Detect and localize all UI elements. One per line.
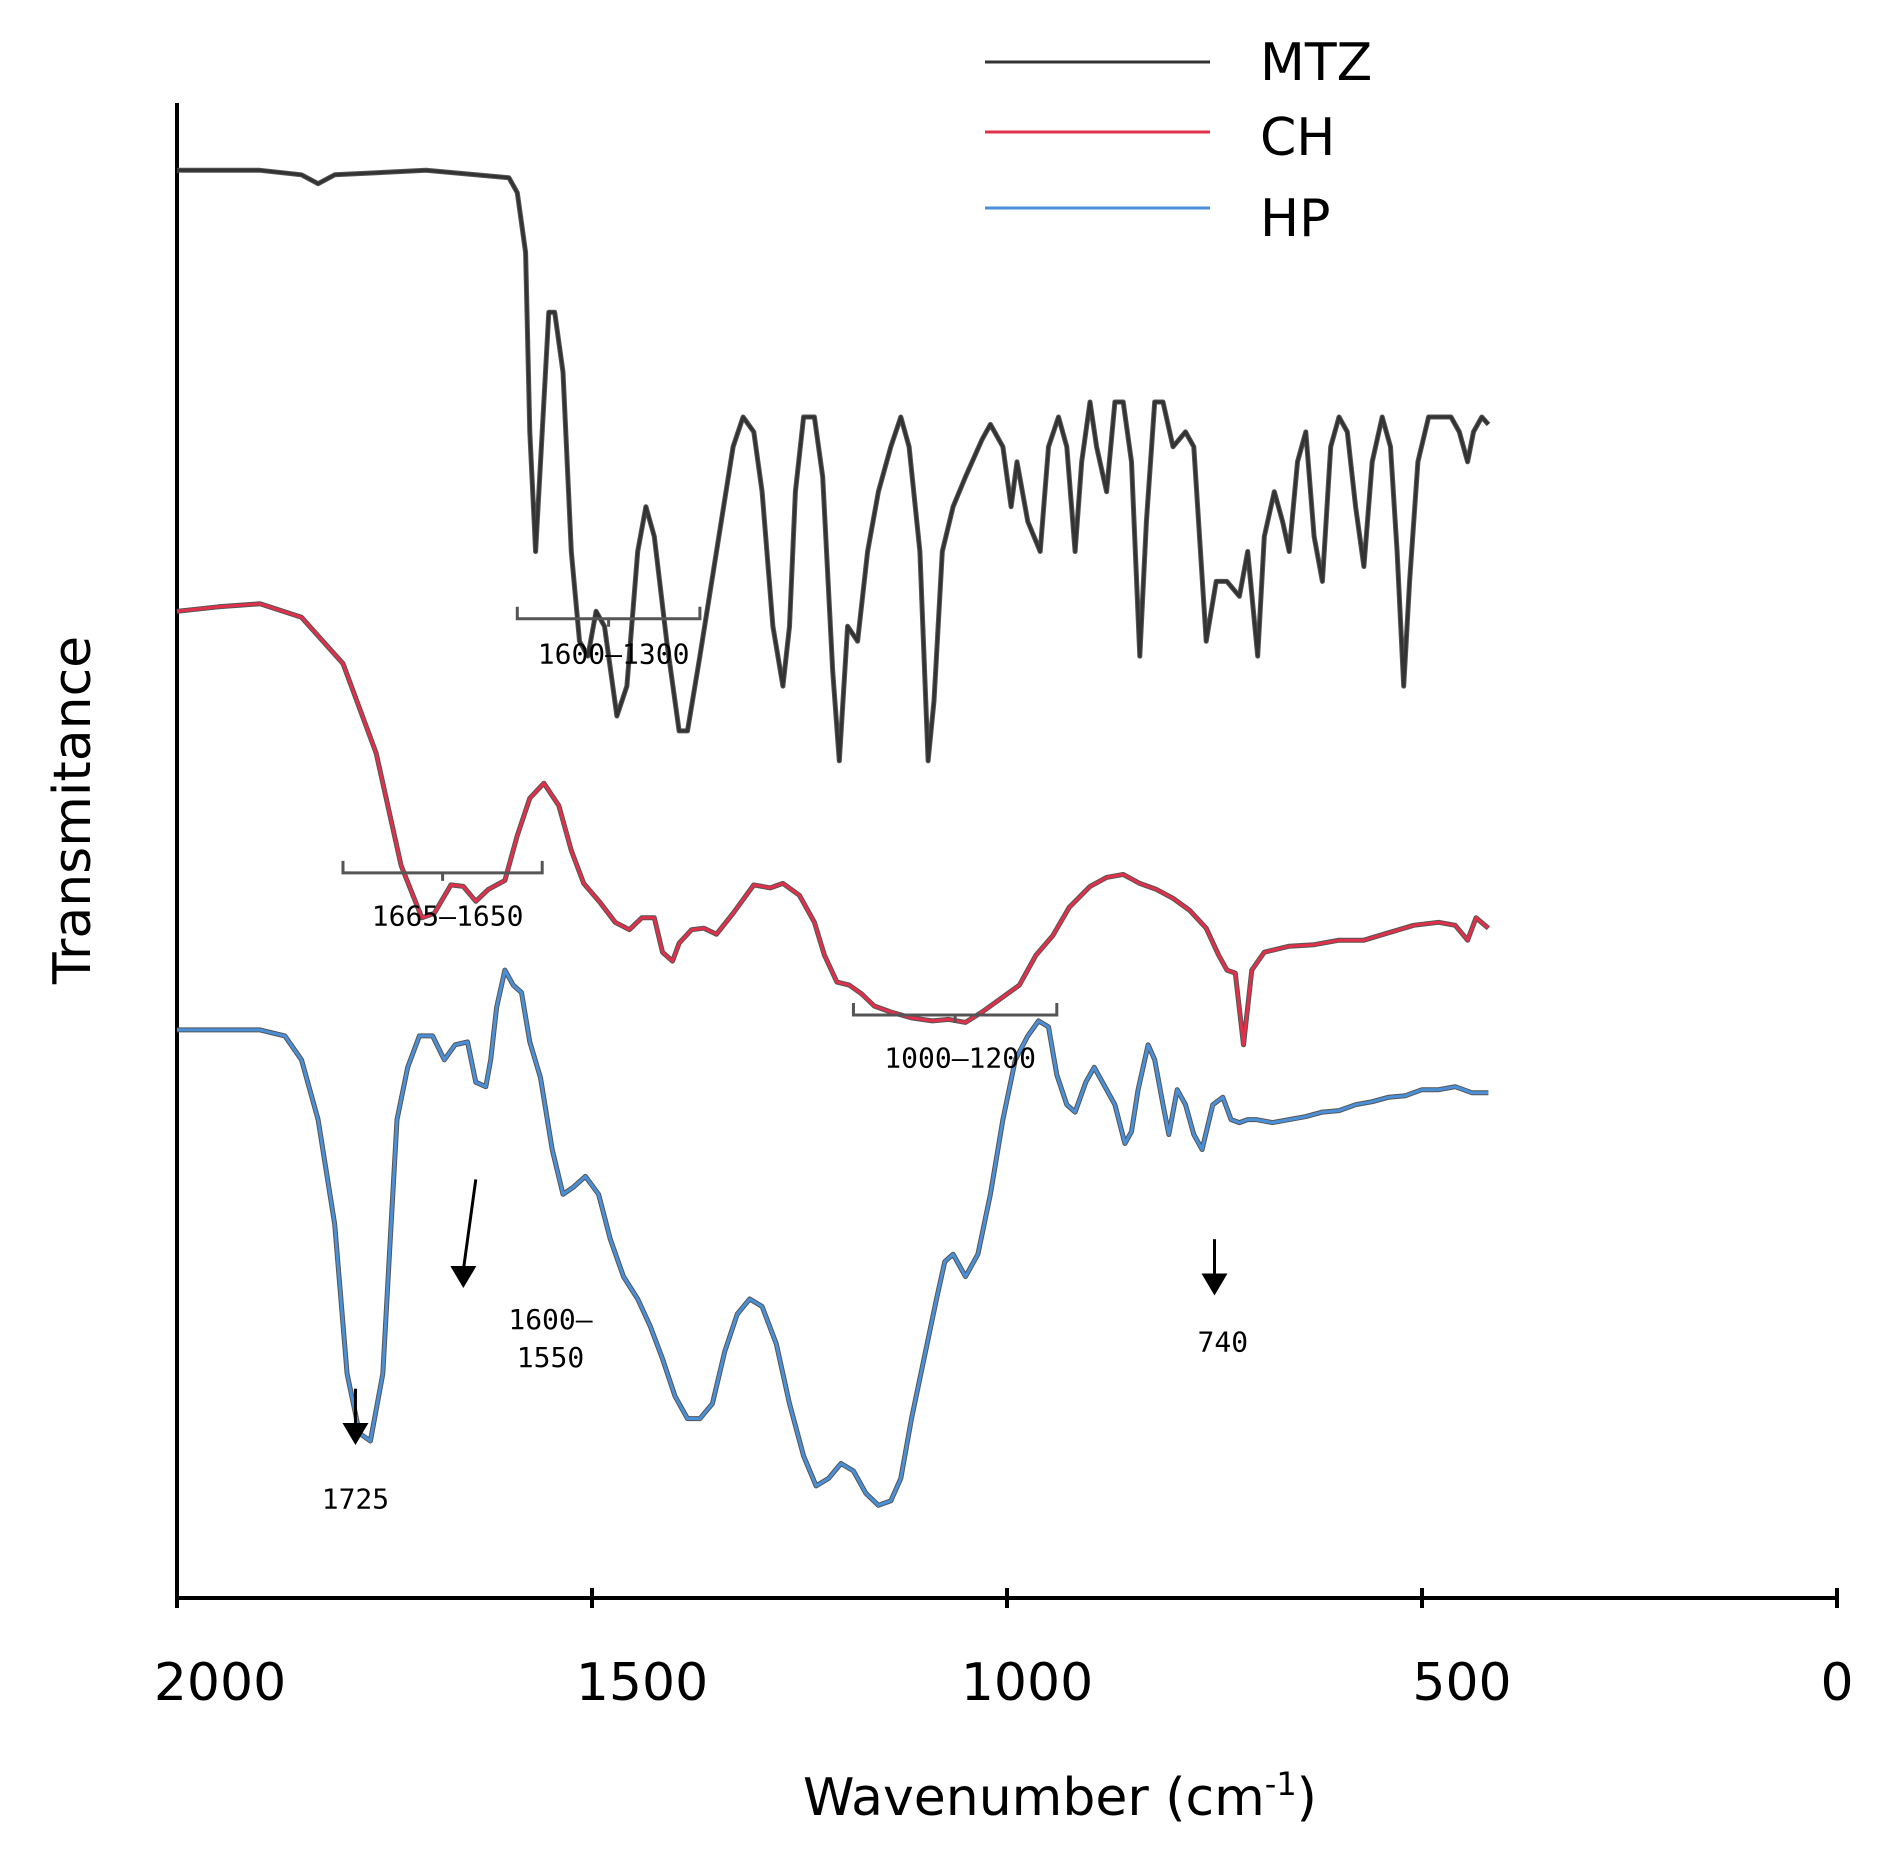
annotation-arrow-head xyxy=(342,1423,369,1446)
annotation-layer: 1600—1300 1665—1650 1000—1200 1600— 1550 … xyxy=(322,606,1249,1515)
series-line-ch xyxy=(176,602,1490,1047)
annotation-label-740: 740 xyxy=(1198,1325,1249,1358)
x-tick-labels: 2000 1500 1000 500 0 xyxy=(154,1653,1854,1713)
annotation-label-1600-1550-line2: 1550 xyxy=(517,1341,584,1374)
annotation-label-1000-1200: 1000—1200 xyxy=(884,1041,1036,1074)
legend-label-mtz: MTZ xyxy=(1260,33,1372,93)
annotation-label-1725: 1725 xyxy=(322,1482,389,1515)
x-ticks xyxy=(175,1588,1839,1608)
x-tick-label: 500 xyxy=(1412,1653,1511,1713)
series-line-hp xyxy=(177,968,1489,1507)
x-axis-title-close: ) xyxy=(1297,1768,1317,1828)
x-axis-title: Wavenumber (cm-1) xyxy=(803,1765,1317,1828)
x-tick-label: 2000 xyxy=(154,1653,286,1713)
annotation-bracket xyxy=(515,606,702,627)
x-tick-label: 1000 xyxy=(961,1653,1093,1713)
annotation-arrow-head xyxy=(1201,1273,1228,1296)
x-axis-title-sup: -1 xyxy=(1265,1765,1297,1803)
annotation-label-1665-1650: 1665—1650 xyxy=(372,899,524,932)
x-tick-label: 0 xyxy=(1820,1653,1853,1713)
series-line-mtz xyxy=(177,168,1490,763)
annotation-arrow-head xyxy=(450,1266,477,1289)
series-layer xyxy=(176,167,1491,1508)
annotation-arrow-shaft xyxy=(461,1179,478,1271)
annotation-bracket xyxy=(341,860,544,881)
legend-label-ch: CH xyxy=(1260,108,1335,168)
x-axis-title-text: Wavenumber (cm xyxy=(803,1768,1265,1828)
x-tick-label: 1500 xyxy=(576,1653,708,1713)
y-axis-title: Transmitance xyxy=(43,636,103,985)
legend: MTZ CH HP xyxy=(985,33,1372,249)
legend-label-hp: HP xyxy=(1260,189,1330,249)
annotation-bracket xyxy=(851,1002,1059,1023)
annotation-label-1600-1550: 1600— 1550 xyxy=(508,1303,592,1374)
annotation-label-1600-1300: 1600—1300 xyxy=(538,638,690,671)
annotation-label-1600-1550-line1: 1600— xyxy=(508,1303,592,1336)
